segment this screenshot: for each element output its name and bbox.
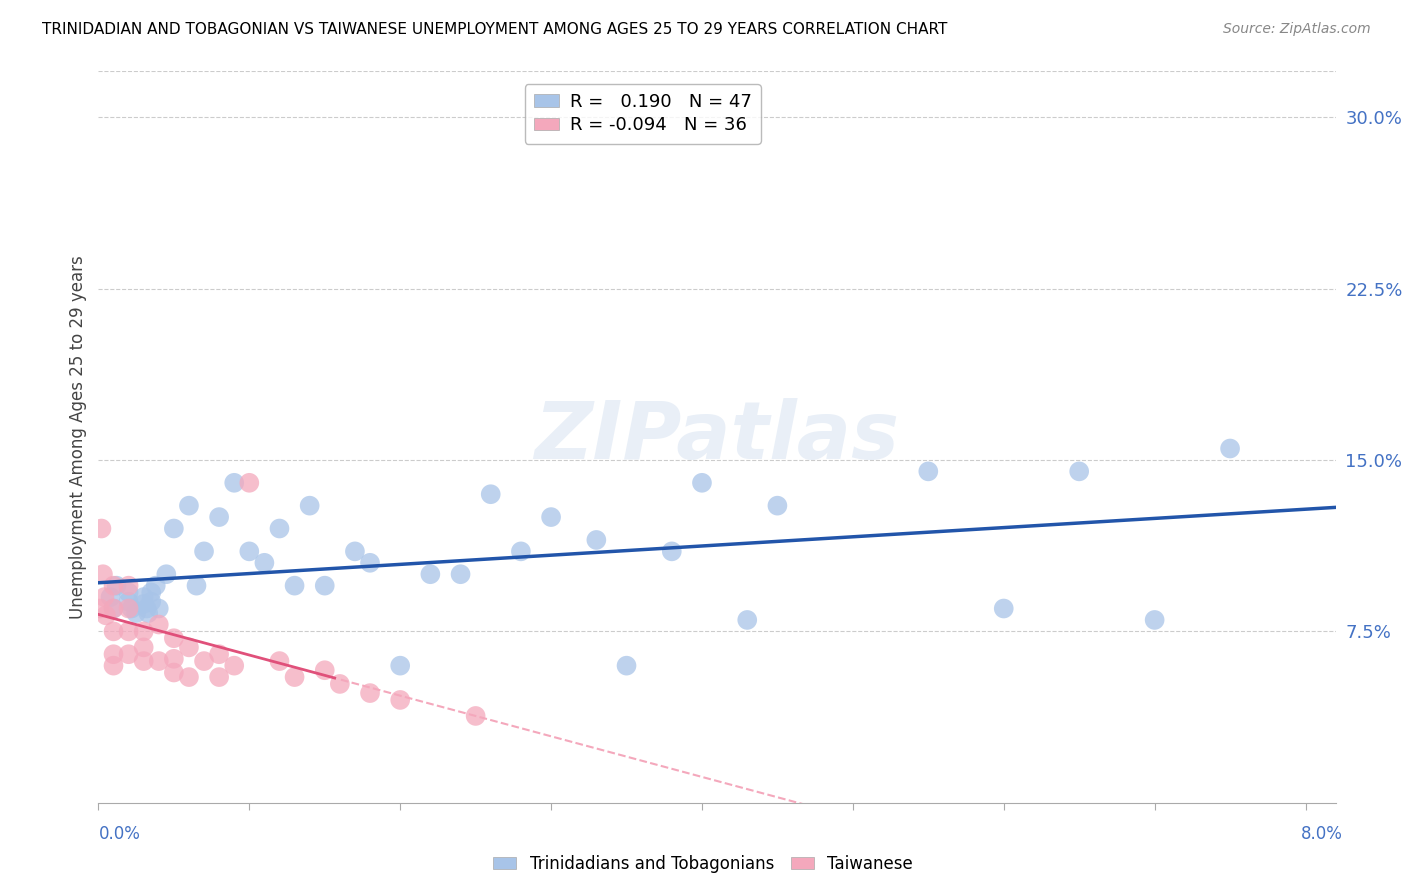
Point <box>208 647 231 661</box>
Point <box>148 654 170 668</box>
Point <box>690 475 713 490</box>
Point <box>89 601 111 615</box>
Text: Source: ZipAtlas.com: Source: ZipAtlas.com <box>1223 22 1371 37</box>
Point <box>186 579 208 593</box>
Point <box>208 670 231 684</box>
Point <box>163 665 186 680</box>
Point <box>450 567 472 582</box>
Point <box>117 585 139 599</box>
Text: ZIPatlas: ZIPatlas <box>534 398 900 476</box>
Point <box>253 556 276 570</box>
Point <box>141 585 163 599</box>
Point <box>419 567 441 582</box>
Point <box>735 613 758 627</box>
Point <box>136 606 159 620</box>
Point <box>103 601 125 615</box>
Point <box>343 544 366 558</box>
Point <box>1143 613 1166 627</box>
Text: 0.0%: 0.0% <box>98 825 141 843</box>
Point <box>103 579 125 593</box>
Text: TRINIDADIAN AND TOBAGONIAN VS TAIWANESE UNEMPLOYMENT AMONG AGES 25 TO 29 YEARS C: TRINIDADIAN AND TOBAGONIAN VS TAIWANESE … <box>42 22 948 37</box>
Point <box>94 608 117 623</box>
Point <box>917 464 939 478</box>
Point <box>329 677 352 691</box>
Point <box>117 594 139 608</box>
Point <box>238 544 260 558</box>
Point <box>389 658 412 673</box>
Point <box>141 594 163 608</box>
Point <box>208 510 231 524</box>
Point <box>479 487 502 501</box>
Point <box>103 624 125 639</box>
Point <box>103 601 125 615</box>
Point <box>163 652 186 666</box>
Point <box>163 632 186 646</box>
Y-axis label: Unemployment Among Ages 25 to 29 years: Unemployment Among Ages 25 to 29 years <box>69 255 87 619</box>
Point <box>616 658 638 673</box>
Point <box>132 654 155 668</box>
Point <box>389 693 412 707</box>
Point <box>132 640 155 655</box>
Point <box>1069 464 1091 478</box>
Point <box>90 521 112 535</box>
Point <box>766 499 789 513</box>
Point <box>100 590 122 604</box>
Point <box>359 686 381 700</box>
Point <box>177 499 200 513</box>
Point <box>117 647 139 661</box>
Point <box>103 658 125 673</box>
Point <box>177 670 200 684</box>
Point <box>238 475 260 490</box>
Legend: Trinidadians and Tobagonians, Taiwanese: Trinidadians and Tobagonians, Taiwanese <box>486 848 920 880</box>
Point <box>117 624 139 639</box>
Point <box>155 567 177 582</box>
Point <box>359 556 381 570</box>
Point <box>269 521 291 535</box>
Point <box>117 579 139 593</box>
Point <box>91 567 114 582</box>
Point <box>585 533 607 547</box>
Point <box>121 601 143 615</box>
Point <box>93 590 115 604</box>
Point <box>298 499 321 513</box>
Point <box>132 597 155 611</box>
Point <box>117 601 139 615</box>
Point <box>132 590 155 604</box>
Point <box>177 640 200 655</box>
Point <box>540 510 562 524</box>
Point <box>1219 442 1241 456</box>
Point <box>193 654 215 668</box>
Point <box>224 475 246 490</box>
Point <box>284 579 307 593</box>
Point <box>135 601 157 615</box>
Point <box>509 544 531 558</box>
Legend: R =   0.190   N = 47, R = -0.094   N = 36: R = 0.190 N = 47, R = -0.094 N = 36 <box>524 84 761 144</box>
Point <box>148 617 170 632</box>
Point <box>193 544 215 558</box>
Text: 8.0%: 8.0% <box>1301 825 1343 843</box>
Point <box>224 658 246 673</box>
Point <box>148 601 170 615</box>
Point <box>125 606 148 620</box>
Point <box>163 521 186 535</box>
Point <box>103 647 125 661</box>
Point <box>464 709 486 723</box>
Point <box>284 670 307 684</box>
Point <box>993 601 1015 615</box>
Point <box>314 579 336 593</box>
Point <box>132 624 155 639</box>
Point <box>145 579 167 593</box>
Point <box>314 663 336 677</box>
Point <box>269 654 291 668</box>
Point <box>661 544 683 558</box>
Point <box>105 579 128 593</box>
